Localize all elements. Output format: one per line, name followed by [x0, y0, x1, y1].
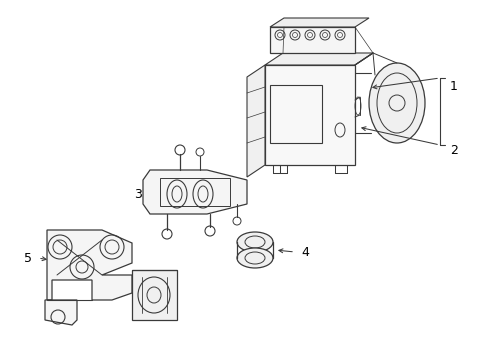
Bar [132, 270, 177, 320]
Text: 5: 5 [24, 252, 32, 265]
Bar [269, 27, 354, 53]
Text: 2: 2 [449, 144, 457, 157]
Polygon shape [264, 53, 372, 65]
Bar [264, 65, 354, 165]
Text: 3: 3 [134, 188, 142, 201]
Ellipse shape [237, 248, 272, 268]
Ellipse shape [237, 232, 272, 252]
Polygon shape [47, 230, 132, 300]
Polygon shape [142, 170, 246, 214]
Text: 4: 4 [301, 246, 308, 258]
Polygon shape [269, 18, 368, 27]
Text: 1: 1 [449, 80, 457, 93]
Ellipse shape [368, 63, 424, 143]
Polygon shape [45, 300, 77, 325]
Polygon shape [246, 65, 264, 177]
Bar [269, 85, 321, 143]
